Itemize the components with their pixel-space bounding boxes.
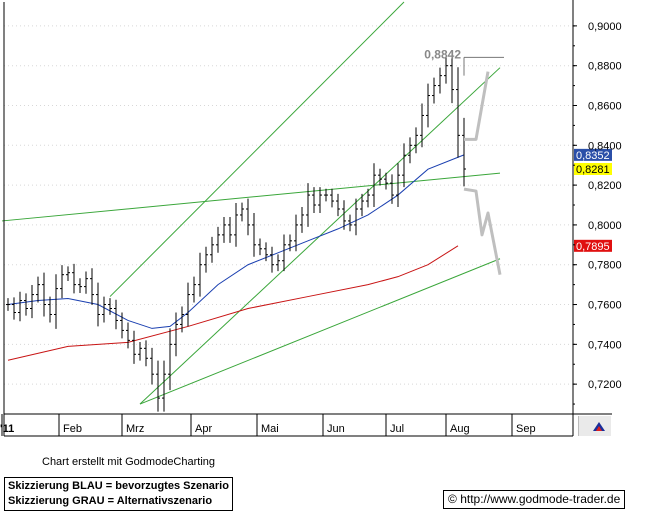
x-tick-label: '11 [0, 423, 14, 435]
x-tick-label: Aug [450, 423, 470, 435]
ma-line-blue [7, 154, 465, 329]
grey-scenario [463, 187, 502, 275]
x-tick-label: Mrz [126, 423, 144, 435]
x-tick-label: Feb [63, 423, 82, 435]
trendline [139, 258, 501, 405]
y-tick-label: 0,7200 [588, 379, 622, 391]
trendline [1, 172, 501, 222]
x-tick-label: Sep [516, 423, 536, 435]
high-value-label: 0,8842 [424, 47, 461, 61]
copyright-icon: © [448, 492, 457, 506]
price-tag-label: 0,8281 [576, 164, 610, 176]
price-tag-box [574, 162, 612, 175]
price-tag-box [574, 239, 612, 252]
x-tick-label: Apr [195, 423, 212, 435]
chart-credit: Chart erstellt mit GodmodeCharting [42, 456, 216, 468]
y-tick-label: 0,9000 [588, 21, 622, 33]
y-tick-label: 0,8000 [588, 220, 622, 232]
y-tick-label: 0,8600 [588, 100, 622, 112]
price-tag-label: 0,8352 [576, 150, 610, 162]
price-tag-label: 0,7895 [576, 241, 610, 253]
moving-averages [7, 154, 465, 361]
scenario-sketches [463, 71, 502, 275]
scenario-legend: Skizzierung BLAU = bevorzugtes Szenario … [4, 477, 233, 511]
source-link[interactable]: © http://www.godmode-trader.de [443, 490, 626, 509]
blue-scenario [464, 71, 490, 141]
legend-blue: Skizzierung BLAU = bevorzugtes Szenario [8, 480, 229, 492]
trendline [109, 1, 405, 297]
price-bars [6, 52, 466, 412]
ma-line-red [7, 245, 459, 361]
legend-grey: Skizzierung GRAU = Alternativszenario [8, 495, 213, 507]
x-tick-label: Jun [327, 423, 345, 435]
logo [578, 416, 611, 436]
x-tick-label: Jul [390, 423, 404, 435]
x-tick-label: Mai [261, 423, 279, 435]
annotations: 0,8842 0,8352 0,8281 0,7895 [424, 47, 612, 253]
axes: 0,9000 0,8800 0,8600 0,8400 0,8200 0,8000 0,78… [0, 0, 622, 437]
price-tag-box [574, 148, 612, 161]
y-tick-label: 0,7400 [588, 339, 622, 351]
source-url: http://www.godmode-trader.de [460, 492, 621, 506]
y-tick-label: 0,8800 [588, 61, 622, 73]
y-tick-label: 0,7800 [588, 260, 622, 272]
y-tick-label: 0,7600 [588, 300, 622, 312]
y-tick-label: 0,8200 [588, 180, 622, 192]
y-tick-label: 0,8400 [588, 140, 622, 152]
logo-icon [593, 422, 605, 431]
